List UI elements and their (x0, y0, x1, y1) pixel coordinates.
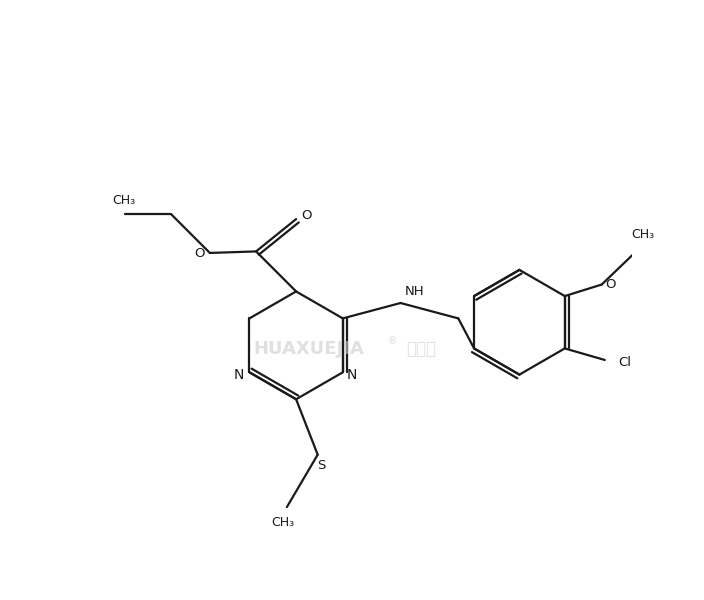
Text: O: O (605, 278, 616, 291)
Text: O: O (301, 209, 312, 222)
Text: CH₃: CH₃ (112, 194, 135, 207)
Text: 化学加: 化学加 (406, 340, 436, 358)
Text: S: S (318, 459, 326, 472)
Text: N: N (347, 368, 357, 382)
Text: O: O (194, 247, 204, 260)
Text: CH₃: CH₃ (272, 516, 294, 529)
Text: N: N (234, 368, 244, 382)
Text: NH: NH (405, 285, 425, 298)
Text: ®: ® (386, 337, 397, 346)
Text: HUAXUEJIA: HUAXUEJIA (254, 340, 365, 358)
Text: CH₃: CH₃ (631, 228, 654, 241)
Text: Cl: Cl (619, 356, 631, 369)
